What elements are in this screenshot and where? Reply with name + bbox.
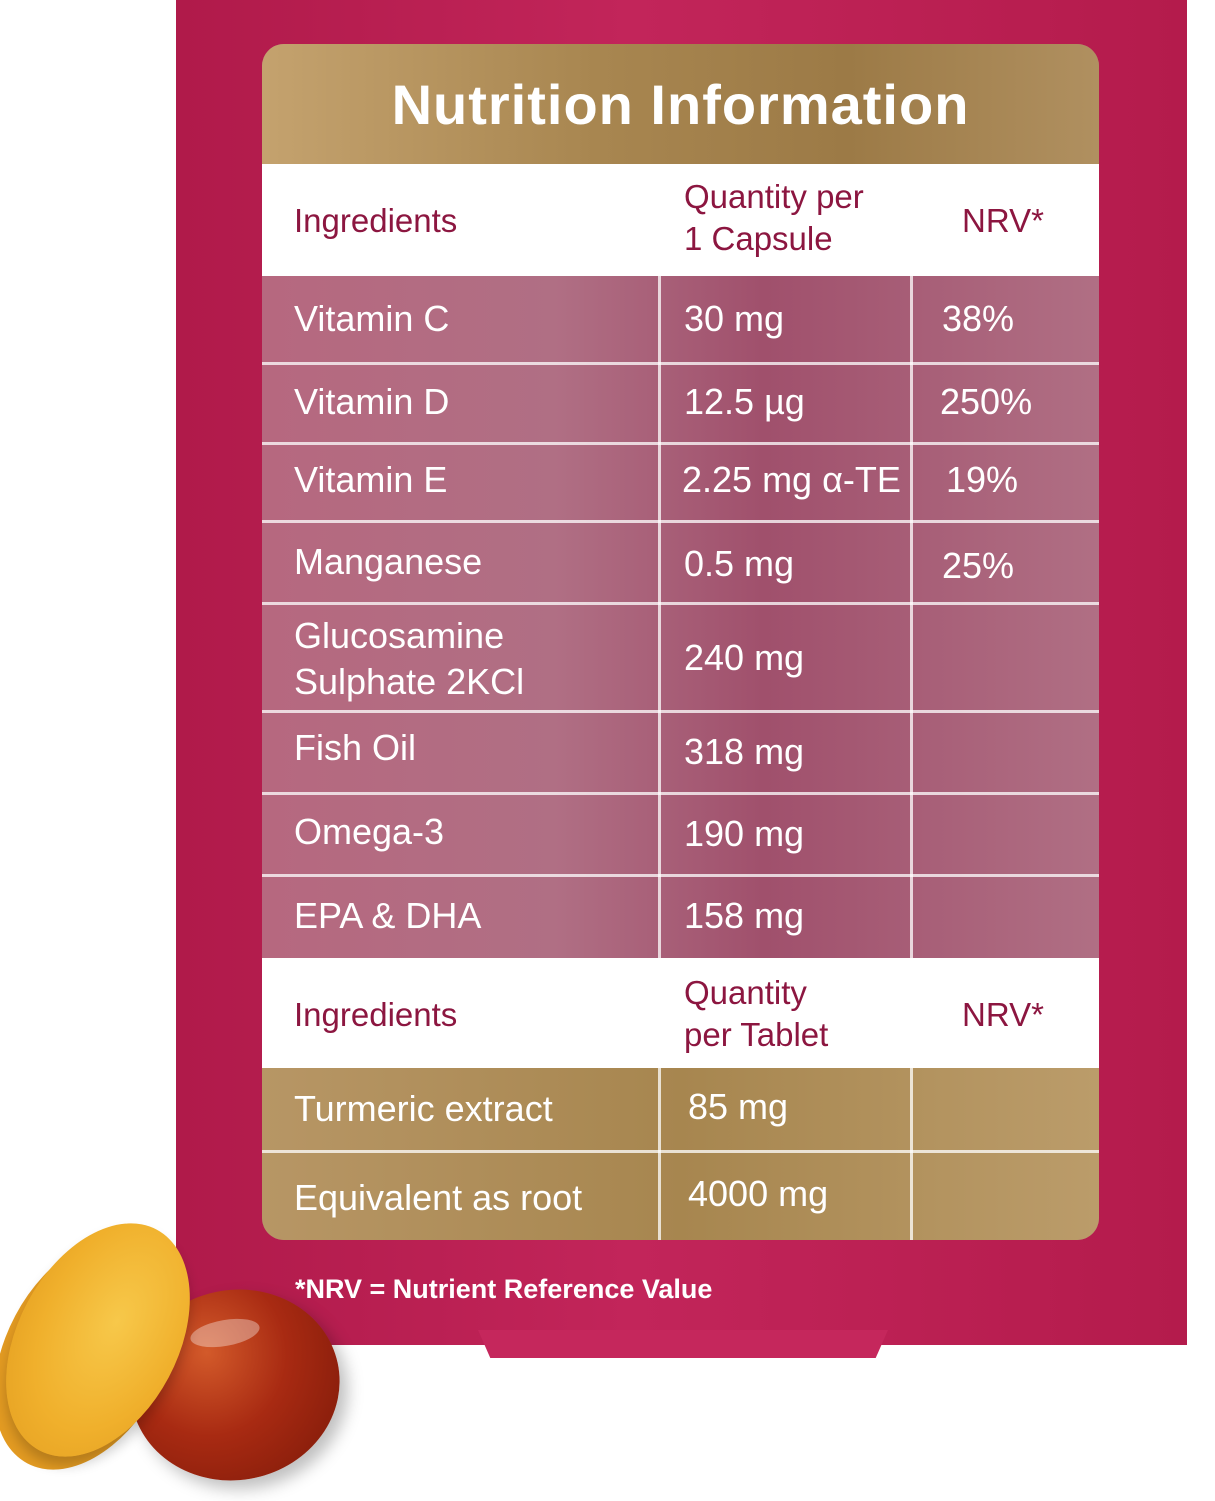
capsule-table-body: Vitamin C 30 mg 38% Vitamin D 12.5 µg 25… bbox=[262, 276, 1099, 958]
nrv-cell: 25% bbox=[942, 545, 1015, 586]
ingredient-cell: Vitamin D bbox=[294, 381, 450, 422]
ingredient-cell-line1: Glucosamine bbox=[294, 615, 505, 656]
tablet-table-body: Turmeric extract 85 mg Equivalent as roo… bbox=[262, 1068, 1099, 1240]
table-row: Glucosamine Sulphate 2KCl 240 mg bbox=[262, 602, 1099, 710]
header-quantity-line2: per Tablet bbox=[684, 1016, 829, 1053]
table-row: Turmeric extract 85 mg bbox=[262, 1068, 1099, 1150]
column-divider bbox=[910, 276, 913, 958]
header-nrv: NRV* bbox=[962, 202, 1044, 239]
table-row: EPA & DHA 158 mg bbox=[262, 874, 1099, 958]
quantity-cell: 2.25 mg α-TE bbox=[682, 459, 901, 500]
quantity-cell: 190 mg bbox=[684, 813, 805, 854]
nrv-cell: 250% bbox=[940, 381, 1033, 422]
nrv-cell: 19% bbox=[946, 459, 1019, 500]
table-row: Equivalent as root 4000 mg bbox=[262, 1150, 1099, 1240]
header-quantity-line2: 1 Capsule bbox=[684, 220, 833, 257]
ingredient-cell: Fish Oil bbox=[294, 727, 417, 768]
ingredient-cell: Vitamin E bbox=[294, 459, 448, 500]
nrv-cell: 38% bbox=[942, 298, 1015, 339]
quantity-cell: 158 mg bbox=[684, 895, 805, 936]
quantity-cell: 4000 mg bbox=[688, 1173, 829, 1214]
header-ingredients: Ingredients bbox=[294, 202, 458, 239]
header-quantity-line1: Quantity per bbox=[684, 178, 864, 215]
tablet-table-header: Ingredients Quantity per Tablet NRV* bbox=[262, 958, 1099, 1068]
column-divider bbox=[658, 276, 661, 958]
ingredient-cell: Omega-3 bbox=[294, 811, 445, 852]
quantity-cell: 85 mg bbox=[688, 1086, 789, 1127]
header-nrv: NRV* bbox=[962, 996, 1044, 1033]
page-title: Nutrition Information bbox=[391, 72, 970, 136]
table-row: Vitamin E 2.25 mg α-TE 19% bbox=[262, 442, 1099, 520]
ingredient-cell: EPA & DHA bbox=[294, 895, 482, 936]
quantity-cell: 240 mg bbox=[684, 637, 805, 678]
title-bar: Nutrition Information bbox=[262, 44, 1099, 164]
ingredient-cell: Turmeric extract bbox=[294, 1088, 553, 1129]
column-divider bbox=[658, 1068, 661, 1240]
table-row: Vitamin C 30 mg 38% bbox=[262, 276, 1099, 362]
quantity-cell: 0.5 mg bbox=[684, 543, 795, 584]
nrv-footnote: *NRV = Nutrient Reference Value bbox=[295, 1274, 713, 1304]
ingredient-cell-line2: Sulphate 2KCl bbox=[294, 661, 525, 702]
nutrition-panel: Nutrition Information Ingredients Quanti… bbox=[262, 44, 1099, 1240]
quantity-cell: 318 mg bbox=[684, 731, 805, 772]
pack-bottom-tab bbox=[478, 1330, 888, 1358]
quantity-cell: 12.5 µg bbox=[684, 381, 805, 422]
column-divider bbox=[910, 1068, 913, 1240]
table-row: Omega-3 190 mg bbox=[262, 792, 1099, 874]
table-row: Manganese 0.5 mg 25% bbox=[262, 520, 1099, 602]
table-row: Vitamin D 12.5 µg 250% bbox=[262, 362, 1099, 442]
ingredient-cell: Vitamin C bbox=[294, 298, 450, 339]
table-row: Fish Oil 318 mg bbox=[262, 710, 1099, 792]
capsule-table-header: Ingredients Quantity per 1 Capsule NRV* bbox=[262, 164, 1099, 276]
quantity-cell: 30 mg bbox=[684, 298, 785, 339]
header-quantity-line1: Quantity bbox=[684, 974, 807, 1011]
ingredient-cell: Manganese bbox=[294, 541, 483, 582]
header-ingredients: Ingredients bbox=[294, 996, 458, 1033]
ingredient-cell: Equivalent as root bbox=[294, 1177, 583, 1218]
